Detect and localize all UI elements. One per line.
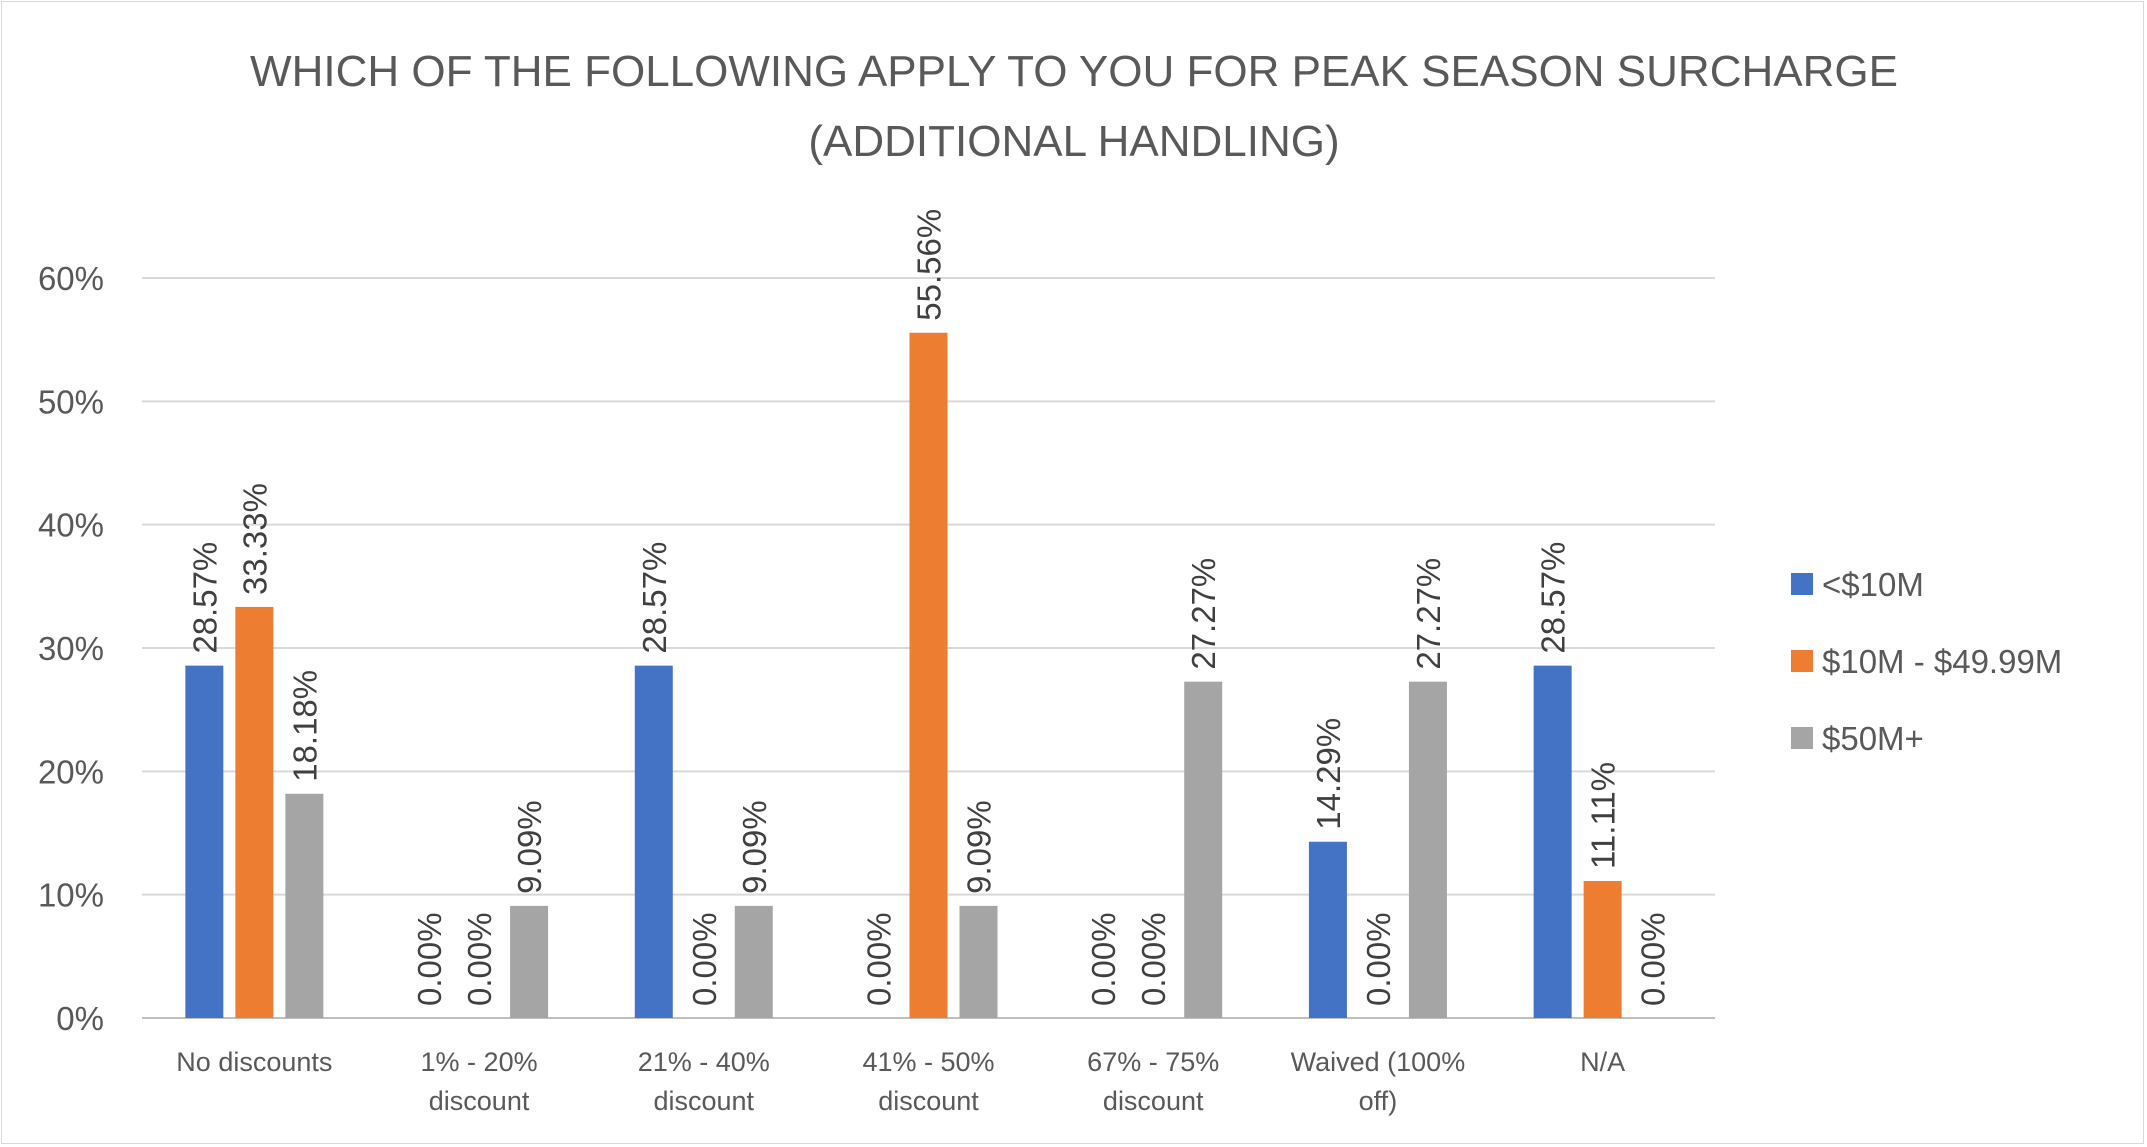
category-label: off) — [1359, 1086, 1398, 1116]
data-label: 0.00% — [1635, 912, 1672, 1006]
bar-3 — [734, 905, 773, 1018]
data-label: 9.09% — [961, 800, 998, 894]
legend-swatch-1 — [1791, 573, 1813, 595]
y-tick-label: 40% — [38, 507, 104, 544]
legend-swatch-3 — [1791, 727, 1813, 749]
category-label: discount — [429, 1086, 530, 1116]
data-label: 27.27% — [1410, 558, 1447, 670]
legend-entry: <$10M — [1822, 566, 1924, 603]
bar-2 — [909, 332, 948, 1018]
x-axis-categories: No discounts 1% - 20% discount 21% - 40% dis… — [176, 1047, 1625, 1116]
category-label: 67% - 75% — [1087, 1047, 1219, 1077]
category-label: 21% - 40% — [638, 1047, 770, 1077]
bar-2 — [235, 606, 274, 1018]
legend-swatch-2 — [1791, 650, 1813, 672]
category-label: No discounts — [176, 1047, 332, 1077]
chart-title: WHICH OF THE FOLLOWING APPLY TO YOU FOR … — [250, 47, 1898, 166]
data-label: 0.00% — [411, 912, 448, 1006]
y-tick-label: 10% — [38, 877, 104, 914]
data-label: 0.00% — [1135, 912, 1172, 1006]
category-label: 41% - 50% — [862, 1047, 994, 1077]
y-tick-label: 60% — [38, 260, 104, 297]
data-label: 0.00% — [1360, 912, 1397, 1006]
bar-1 — [1308, 841, 1347, 1018]
y-tick-label: 20% — [38, 753, 104, 790]
category-label: 1% - 20% — [421, 1047, 538, 1077]
bar-3 — [285, 793, 324, 1018]
category-label: Waived (100% — [1291, 1047, 1466, 1077]
data-label: 18.18% — [286, 670, 323, 782]
y-tick-label: 0% — [56, 1000, 104, 1037]
chart-title-line: WHICH OF THE FOLLOWING APPLY TO YOU FOR … — [250, 47, 1898, 96]
data-label: 9.09% — [511, 800, 548, 894]
bar-3 — [959, 905, 998, 1018]
data-label: 0.00% — [1085, 912, 1122, 1006]
chart-title-line: (ADDITIONAL HANDLING) — [808, 117, 1339, 166]
legend: <$10M $10M - $49.99M $50M+ — [1791, 566, 2062, 757]
legend-entry: $10M - $49.99M — [1822, 643, 2062, 680]
bar-2 — [1583, 880, 1622, 1018]
bar-3 — [1408, 681, 1447, 1018]
data-label: 33.33% — [236, 483, 273, 595]
data-label: 28.57% — [636, 542, 673, 654]
y-tick-label: 50% — [38, 383, 104, 420]
bars — [185, 332, 1622, 1018]
data-label: 11.11% — [1585, 762, 1622, 869]
category-label: discount — [1103, 1086, 1204, 1116]
data-label: 0.00% — [461, 912, 498, 1006]
category-label: discount — [878, 1086, 979, 1116]
y-axis-ticks: 0% 10% 20% 30% 40% 50% 60% — [38, 260, 104, 1037]
category-label: N/A — [1580, 1047, 1625, 1077]
bar-3 — [1184, 681, 1223, 1018]
data-label: 28.57% — [186, 542, 223, 654]
data-label: 55.56% — [911, 209, 948, 321]
data-labels: 28.57% 0.00% 28.57% 0.00% 0.00% 14.29% 28.57% 3… — [186, 209, 1671, 1006]
data-label: 28.57% — [1535, 542, 1572, 654]
data-label: 9.09% — [736, 800, 773, 894]
y-tick-label: 30% — [38, 630, 104, 667]
category-label: discount — [653, 1086, 754, 1116]
bar-1 — [185, 665, 224, 1018]
bar-3 — [510, 905, 549, 1018]
bar-1 — [1533, 665, 1572, 1018]
data-label: 0.00% — [686, 912, 723, 1006]
data-label: 14.29% — [1310, 718, 1347, 830]
data-label: 27.27% — [1185, 558, 1222, 670]
bar-1 — [634, 665, 673, 1018]
data-label: 0.00% — [861, 912, 898, 1006]
legend-entry: $50M+ — [1822, 720, 1924, 757]
